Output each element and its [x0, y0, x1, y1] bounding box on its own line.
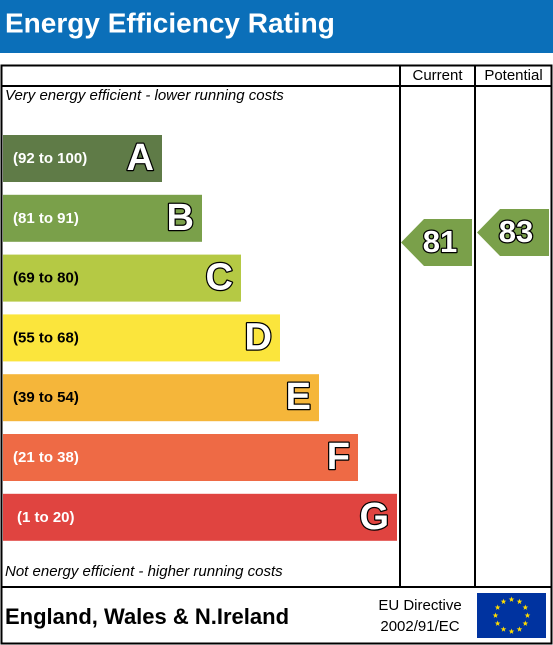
band [3, 374, 319, 422]
star [494, 604, 501, 610]
current-rating: 81 [423, 224, 457, 259]
band-range: (69 to 80) [13, 270, 79, 287]
eu-stars [492, 596, 531, 634]
star [522, 620, 529, 626]
star [522, 604, 529, 610]
column-header: Potential [484, 67, 542, 84]
band-letter: F [327, 436, 350, 478]
band [3, 254, 241, 302]
band-letter: E [286, 376, 311, 418]
directive: 2002/91/EC [380, 618, 459, 635]
band-letter: G [359, 496, 389, 538]
band-range: (81 to 91) [13, 210, 79, 227]
header-bar [0, 0, 553, 53]
bottom-note: Not energy efficient - higher running co… [5, 563, 283, 580]
current-arrow [401, 219, 472, 266]
star [500, 598, 507, 605]
band-range: (92 to 100) [13, 150, 87, 167]
star [500, 626, 507, 632]
star [508, 628, 515, 634]
region: England, Wales & N.Ireland [5, 604, 289, 629]
column-header: Current [412, 67, 463, 84]
potential-rating: 83 [499, 214, 533, 249]
band-range: (21 to 38) [13, 449, 79, 466]
band-letter: B [167, 197, 194, 239]
top-note: Very energy efficient - lower running co… [5, 87, 284, 104]
star [492, 612, 499, 618]
band [3, 493, 397, 541]
band-letter: C [206, 257, 233, 299]
star [494, 620, 501, 626]
star [516, 598, 523, 605]
band-range: (39 to 54) [13, 389, 79, 406]
band [3, 314, 280, 362]
band-range: (55 to 68) [13, 329, 79, 346]
band-letter: D [245, 316, 272, 358]
frame [0, 64, 553, 645]
band-letter: A [127, 137, 154, 179]
band [3, 135, 162, 182]
directive: EU Directive [378, 597, 461, 614]
star [524, 612, 531, 618]
potential-arrow [477, 209, 549, 256]
band [3, 434, 358, 481]
star [508, 596, 515, 602]
title: Energy Efficiency Rating [5, 7, 335, 38]
band-range: (1 to 20) [17, 509, 75, 526]
band [3, 194, 202, 242]
star [516, 626, 523, 632]
